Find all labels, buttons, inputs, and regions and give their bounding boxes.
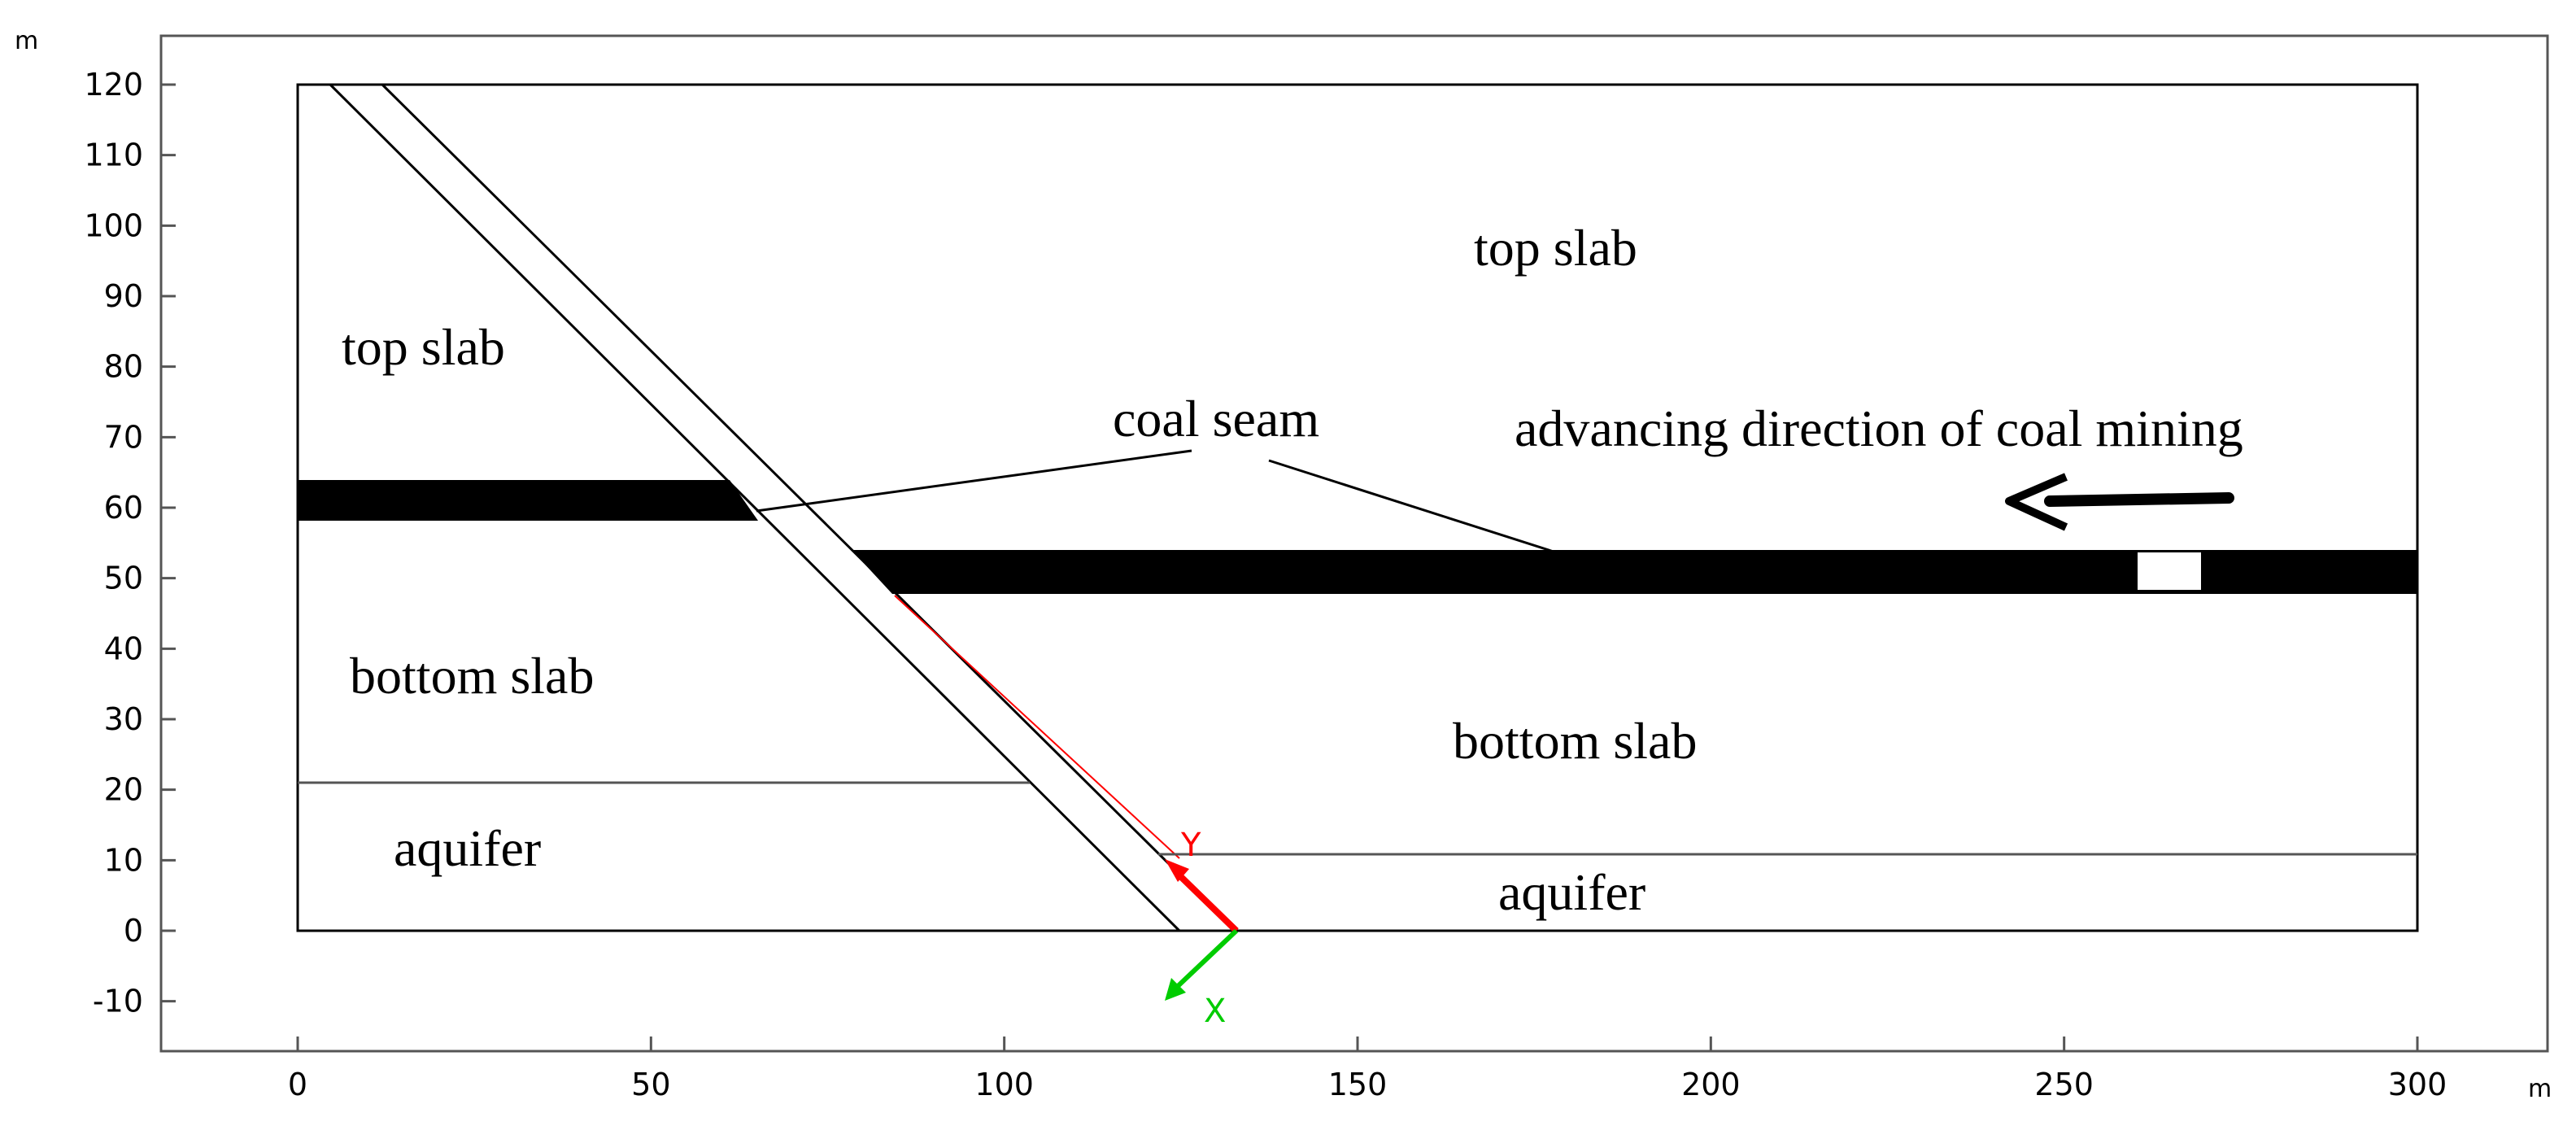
fault-line-right	[381, 83, 1238, 932]
fault-line-left	[329, 83, 1181, 932]
y-tick-label: 60	[104, 490, 143, 526]
plot-frame	[159, 34, 2549, 1053]
local-x-axis-arrowhead	[1165, 978, 1186, 1001]
coal-seam-leader-right	[1268, 459, 1554, 553]
coal-seam-leader-left	[756, 449, 1192, 513]
x-tick-label: 0	[288, 1067, 307, 1102]
y-tick-label: 0	[124, 913, 143, 949]
advance-arrow-shaft	[2044, 492, 2234, 507]
x-tick-label: 300	[2388, 1067, 2447, 1102]
x-axis-unit: m	[2528, 1075, 2552, 1103]
y-tick-label: 20	[104, 772, 143, 808]
y-tick-label: 110	[84, 137, 143, 173]
y-tick-label: 50	[104, 561, 143, 596]
label-top-slab-left: top slab	[342, 318, 505, 376]
y-tick-label: 120	[84, 67, 143, 103]
label-bottom-slab-right: bottom slab	[1453, 712, 1697, 770]
y-tick-label: 80	[104, 349, 143, 385]
x-tick-label: 200	[1681, 1067, 1741, 1102]
y-tick-label: 40	[104, 631, 143, 666]
label-top-slab-right: top slab	[1474, 219, 1637, 277]
local-y-axis-line	[1174, 870, 1239, 933]
x-tick-label: 150	[1328, 1067, 1388, 1102]
local-x-axis-label: X	[1204, 993, 1226, 1030]
y-tick-label: 10	[104, 842, 143, 878]
y-tick-label: -10	[93, 984, 143, 1019]
local-y-axis-arrowhead	[1165, 859, 1189, 882]
y-tick-label: 70	[104, 419, 143, 455]
y-axis-unit: m	[15, 27, 38, 55]
x-tick-label: 50	[631, 1067, 670, 1102]
y-tick-label: 90	[104, 278, 143, 314]
mining-face	[2136, 551, 2203, 591]
label-bottom-slab-left: bottom slab	[350, 647, 594, 705]
label-aquifer-right: aquifer	[1498, 863, 1645, 921]
fault-red-line	[894, 595, 1180, 859]
label-coal-seam: coal seam	[1113, 390, 1319, 447]
label-aquifer-left: aquifer	[394, 819, 541, 877]
advance-arrow-head	[2005, 473, 2068, 531]
x-tick-label: 100	[974, 1067, 1034, 1102]
coal-seam-right	[852, 550, 2417, 594]
x-tick-label: 250	[2034, 1067, 2094, 1102]
local-y-axis-label: Y	[1180, 827, 1201, 864]
x-axis-ticks: 0 50 100 150 200 250 300	[288, 1037, 2447, 1102]
y-tick-label: 100	[84, 207, 143, 243]
coal-seam-left	[298, 480, 758, 521]
label-advancing-direction: advancing direction of coal mining	[1515, 399, 2243, 457]
y-tick-label: 30	[104, 701, 143, 737]
local-x-axis-line	[1174, 928, 1239, 990]
